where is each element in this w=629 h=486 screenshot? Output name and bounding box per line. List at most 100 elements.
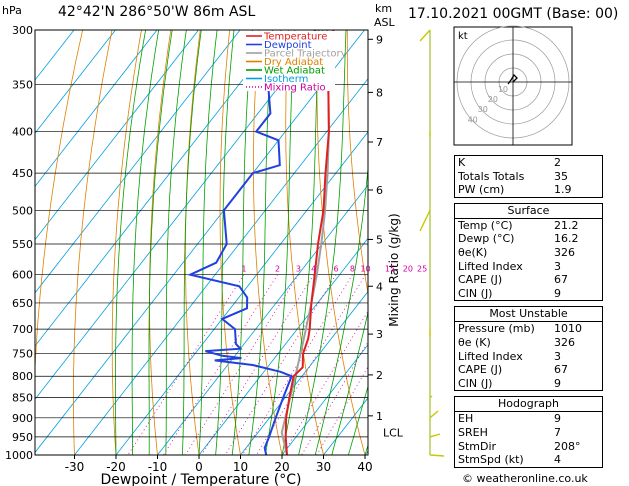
legend-label: Isotherm — [264, 74, 308, 85]
km-tick-label: 3 — [376, 328, 383, 341]
temperature-series — [284, 30, 335, 455]
legend-label: Mixing Ratio — [264, 83, 326, 94]
row-value: 21.2 — [554, 218, 579, 232]
surface-row: Lifted Index 3 — [455, 260, 602, 274]
dry-adiabat-line — [73, 30, 113, 455]
asl-label: ASL — [374, 16, 395, 29]
hodograph-table: Hodograph EH 9 SREH 7 StmDir 208° StmSpd (kt) 4 — [454, 396, 603, 468]
wind-profile — [419, 29, 445, 457]
most-unstable-row: θe (K) 326 — [455, 336, 602, 350]
most-unstable-table: Most Unstable Pressure (mb) 1010 θe (K) 326… — [454, 306, 603, 392]
row-value: 4 — [554, 453, 561, 467]
row-label: Lifted Index — [458, 259, 523, 273]
pressure-tick-label: 1000 — [5, 449, 33, 462]
row-label: EH — [458, 412, 474, 426]
x-tick-label: 0 — [195, 460, 203, 474]
km-tick-label: 8 — [376, 86, 383, 99]
wind-barb — [429, 433, 441, 438]
indices-row: Totals Totals 35 — [455, 170, 602, 184]
wet-adiabat-line — [198, 30, 218, 455]
row-label: CAPE (J) — [458, 273, 503, 287]
lcl-label: LCL — [383, 426, 404, 439]
surface-row: Temp (°C) 21.2 — [455, 219, 602, 233]
credit: © weatheronline.co.uk — [462, 472, 588, 485]
plot-frame — [34, 29, 369, 456]
mixing-ratio-label: 1 — [241, 265, 246, 274]
surface-row: CAPE (J) 67 — [455, 273, 602, 287]
wet-adiabat-line — [165, 30, 187, 455]
pressure-tick-label: 900 — [12, 412, 33, 425]
km-tick-label: 9 — [376, 33, 383, 46]
indices-row: PW (cm) 1.9 — [455, 183, 602, 197]
surface-row: θe(K) 326 — [455, 246, 602, 260]
isotherm-line — [35, 30, 365, 454]
wet-adiabat-line — [348, 384, 368, 455]
pressure-tick-label: 350 — [12, 78, 33, 91]
indices-panel: K 2 Totals Totals 35 PW (cm) 1.9 Surface Temp… — [454, 155, 603, 473]
legend-label: Parcel Trajectory — [264, 49, 347, 60]
most-unstable-row: CIN (J) 9 — [455, 377, 602, 391]
row-label: Pressure (mb) — [458, 322, 535, 336]
row-label: θe(K) — [458, 245, 488, 259]
hodograph-ring-label: 30 — [478, 105, 488, 114]
mixing-ratio-label: 3 — [296, 265, 301, 274]
row-value: 3 — [554, 349, 561, 363]
isotherm-line — [240, 290, 368, 455]
row-value: 9 — [554, 412, 561, 426]
x-tick-label: 20 — [274, 460, 289, 474]
row-label: SREH — [458, 425, 488, 439]
mixing-ratio-label: 25 — [417, 265, 427, 274]
row-value: 7 — [554, 425, 561, 439]
wet-adiabat-line — [115, 30, 146, 455]
surface-title: Surface — [455, 204, 602, 219]
pressure-tick-label: 450 — [12, 167, 33, 180]
most-unstable-row: Lifted Index 3 — [455, 350, 602, 364]
pressure-tick-label: 400 — [12, 126, 33, 139]
mixing-ratio-label: 6 — [333, 265, 338, 274]
plot-area — [35, 30, 368, 455]
hodograph-label: kt — [458, 31, 468, 42]
dry-adiabat-line — [185, 30, 201, 455]
row-label: Dewp (°C) — [458, 232, 515, 246]
mixing-ratio-axis-label: Mixing Ratio (g/kg) — [387, 213, 401, 326]
hodograph-table-title: Hodograph — [455, 397, 602, 413]
row-label: PW (cm) — [458, 183, 505, 197]
wind-barb — [419, 210, 431, 232]
wet-adiabat-line — [331, 310, 368, 455]
most-unstable-title: Most Unstable — [455, 307, 602, 323]
legend-label: Dry Adiabat — [264, 57, 323, 68]
km-tick-label: 1 — [376, 410, 383, 423]
x-axis-label: Dewpoint / Temperature (°C) — [101, 472, 302, 486]
hodograph-table-row: StmDir 208° — [455, 440, 602, 454]
row-value: 67 — [554, 363, 568, 377]
row-value: 208° — [554, 439, 581, 453]
isotherm-line — [157, 184, 368, 455]
wet-adiabat-line — [131, 30, 160, 455]
row-label: Totals Totals — [458, 169, 525, 183]
legend-label: Temperature — [263, 32, 327, 43]
x-tick-label: -30 — [65, 460, 85, 474]
pressure-tick-label: 850 — [12, 392, 33, 405]
mixing-ratio-label: 15 — [385, 265, 395, 274]
row-value: 35 — [554, 169, 568, 183]
x-tick-label: -10 — [148, 460, 168, 474]
row-label: Temp (°C) — [458, 218, 513, 232]
mixing-ratio-line — [185, 274, 299, 455]
isotherm-line — [115, 131, 368, 455]
pressure-tick-label: 300 — [12, 24, 33, 37]
mixing-ratio-label: 2 — [275, 265, 280, 274]
row-value: 326 — [554, 335, 575, 349]
mixing-ratio-label: 20 — [403, 265, 413, 274]
row-label: Lifted Index — [458, 349, 523, 363]
row-label: StmDir — [458, 439, 497, 453]
pressure-tick-label: 650 — [12, 297, 33, 310]
row-value: 3 — [554, 259, 561, 273]
row-label: CIN (J) — [458, 376, 493, 390]
row-label: CIN (J) — [458, 286, 493, 300]
pressure-tick-label: 950 — [12, 431, 33, 444]
km-tick-label: 7 — [376, 136, 383, 149]
mixing-ratio-label: 4 — [311, 265, 316, 274]
